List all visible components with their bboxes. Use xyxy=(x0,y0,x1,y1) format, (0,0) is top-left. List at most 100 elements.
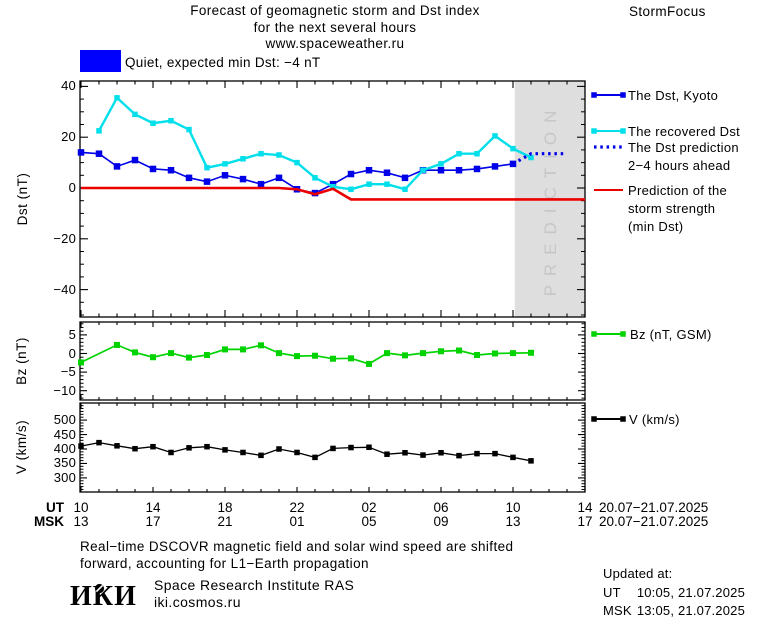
series-marker-the-dst-kyoto xyxy=(275,174,283,182)
series-marker-v-km-s xyxy=(186,445,192,451)
legend-bz: Bz (nT, GSM) xyxy=(630,327,712,342)
series-marker-v-km-s xyxy=(150,443,156,450)
updated-msk-row: MSK 13:05, 21.07.2025 xyxy=(603,603,745,618)
series-marker-bz-nt-gsm xyxy=(348,355,354,362)
x-tick-label-msk: 09 xyxy=(433,514,449,529)
brand-label: StormFocus xyxy=(629,4,706,19)
series-marker-the-dst-kyoto xyxy=(167,166,175,174)
series-marker-bz-nt-gsm xyxy=(438,348,444,355)
series-marker-bz-nt-gsm xyxy=(276,350,282,357)
series-marker-the-dst-kyoto xyxy=(131,156,139,164)
propagation-note-line-2: forward, accounting for L1−Earth propaga… xyxy=(80,555,369,571)
propagation-note-line-1: Real−time DSCOVR magnetic field and sola… xyxy=(80,539,514,554)
series-marker-v-km-s xyxy=(528,458,534,464)
series-marker-v-km-s xyxy=(294,449,300,456)
series-marker-v-km-s xyxy=(438,450,444,456)
ut-row-label: UT xyxy=(46,500,64,515)
msk-date-range: 20.07−21.07.2025 xyxy=(599,514,709,529)
x-tick-label-msk: 17 xyxy=(145,514,161,529)
y-tick-label: 300 xyxy=(53,469,76,485)
series-the-dst-prediction-2-4-hours-ahead xyxy=(512,152,567,166)
series-marker-the-dst-kyoto xyxy=(383,169,391,177)
x-tick-label-ut: 06 xyxy=(433,500,449,515)
series-marker-v-km-s xyxy=(348,444,354,451)
series-marker-bz-nt-gsm xyxy=(222,346,228,353)
series-marker-v-km-s xyxy=(474,450,480,457)
series-marker-v-km-s xyxy=(132,445,138,452)
x-tick-label-ut: 10 xyxy=(505,500,521,515)
series-marker-v-km-s xyxy=(420,452,426,458)
series-marker-the-recovered-dst xyxy=(186,126,192,133)
y-tick-label: 400 xyxy=(53,441,76,456)
series-v-km-s xyxy=(80,441,532,462)
y-tick-label: 450 xyxy=(53,426,76,442)
legend-dst-prediction-1: The Dst prediction xyxy=(628,140,739,155)
org-site: iki.cosmos.ru xyxy=(154,594,241,610)
series-marker-the-recovered-dst xyxy=(420,167,426,173)
x-tick-label-ut: 14 xyxy=(577,500,593,515)
legend-swatch-marker xyxy=(591,331,597,337)
series-marker-the-recovered-dst xyxy=(492,133,498,139)
series-marker-bz-nt-gsm xyxy=(114,341,120,348)
legend-v: V (km/s) xyxy=(629,412,680,427)
legend-swatch-marker xyxy=(620,128,626,134)
series-marker-bz-nt-gsm xyxy=(258,342,264,349)
series-marker-the-recovered-dst xyxy=(204,164,210,171)
series-marker-the-dst-kyoto xyxy=(77,149,85,156)
series-marker-bz-nt-gsm xyxy=(204,351,210,358)
series-marker-v-km-s xyxy=(96,439,102,446)
series-marker-the-recovered-dst xyxy=(402,186,408,193)
x-tick-label-ut: 02 xyxy=(361,500,377,515)
series-marker-the-recovered-dst xyxy=(474,150,480,157)
series-marker-the-recovered-dst xyxy=(240,156,246,162)
org-name: Space Research Institute RAS xyxy=(154,577,355,593)
updated-ut-label: UT xyxy=(603,585,621,600)
updated-ut-value: 10:05, 21.07.2025 xyxy=(636,585,746,600)
series-marker-bz-nt-gsm xyxy=(420,350,426,357)
series-marker-the-recovered-dst xyxy=(222,161,228,167)
series-marker-v-km-s xyxy=(330,445,336,452)
propagation-note: Real−time DSCOVR magnetic field and sola… xyxy=(80,539,513,572)
updated-block: Updated at: UT 10:05, 21.07.2025 MSK 13:… xyxy=(603,566,745,618)
legend-recovered-dst: The recovered Dst xyxy=(628,124,741,139)
x-tick-label-msk: 13 xyxy=(505,514,521,529)
y-tick-label: 350 xyxy=(53,455,76,471)
series-marker-v-km-s xyxy=(510,454,516,461)
series-marker-v-km-s xyxy=(276,446,282,452)
x-tick-label-ut: 10 xyxy=(73,500,89,515)
series-marker-bz-nt-gsm xyxy=(402,352,408,359)
series-marker-v-km-s xyxy=(366,444,372,451)
y-tick-label: −40 xyxy=(53,281,76,297)
y-tick-label: −10 xyxy=(53,382,76,398)
updated-ut-row: UT 10:05, 21.07.2025 xyxy=(603,585,745,600)
series-bz-nt-gsm xyxy=(80,343,532,365)
legend-swatch-marker xyxy=(591,92,597,98)
y-axis-label-v: V (km/s) xyxy=(14,419,29,475)
y-tick-label: 0 xyxy=(68,345,76,361)
series-marker-the-dst-kyoto xyxy=(149,165,157,173)
series-marker-bz-nt-gsm xyxy=(510,350,516,357)
series-marker-bz-nt-gsm xyxy=(366,360,372,367)
page-title: Forecast of geomagnetic storm and Dst in… xyxy=(75,3,595,53)
y-axis-label-dst: Dst (nT) xyxy=(15,172,30,226)
x-tick-label-msk: 13 xyxy=(73,514,89,529)
series-marker-the-dst-kyoto xyxy=(455,166,463,174)
series-marker-v-km-s xyxy=(456,452,462,459)
series-marker-the-dst-kyoto xyxy=(473,165,481,173)
series-marker-the-recovered-dst xyxy=(258,150,264,157)
series-marker-v-km-s xyxy=(312,454,318,461)
series-marker-bz-nt-gsm xyxy=(132,349,138,356)
series-marker-v-km-s xyxy=(240,449,246,456)
series-marker-bz-nt-gsm xyxy=(312,352,318,359)
series-marker-the-dst-kyoto xyxy=(221,172,229,179)
x-tick-label-ut: 22 xyxy=(289,500,305,515)
series-marker-the-recovered-dst xyxy=(366,181,372,187)
series-marker-bz-nt-gsm xyxy=(240,346,246,353)
iki-logo-dot-icon xyxy=(94,583,105,594)
title-url: www.spaceweather.ru xyxy=(265,36,405,51)
updated-msk-value: 13:05, 21.07.2025 xyxy=(636,603,746,618)
series-marker-the-recovered-dst xyxy=(456,150,462,157)
legend-swatch-marker xyxy=(620,416,626,422)
series-marker-the-recovered-dst xyxy=(114,95,120,101)
